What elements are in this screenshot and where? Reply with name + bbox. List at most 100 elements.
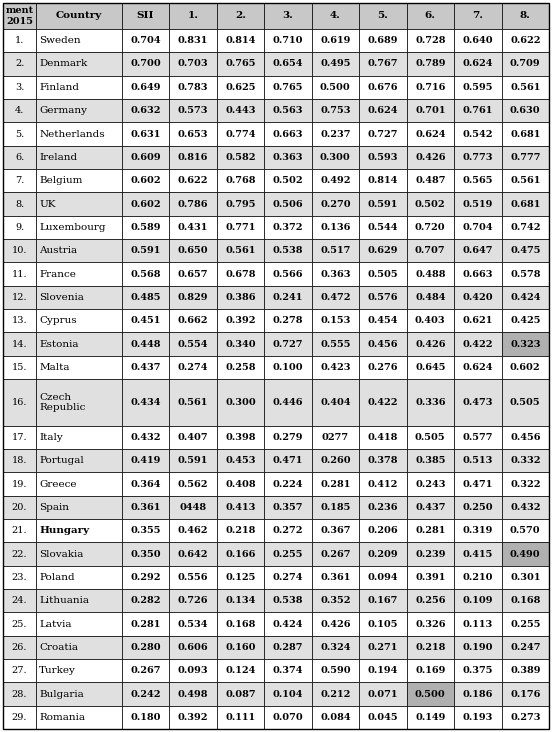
Bar (407, 706, 454, 729)
Bar (264, 3, 312, 29)
Bar (264, 239, 312, 262)
Text: 0.100: 0.100 (273, 363, 303, 372)
Text: 0.568: 0.568 (130, 269, 161, 278)
Text: 0.281: 0.281 (320, 479, 351, 488)
Bar (169, 356, 216, 379)
Text: 0.282: 0.282 (130, 596, 161, 605)
Text: 0.566: 0.566 (273, 269, 303, 278)
Text: 0.765: 0.765 (273, 83, 303, 92)
Text: 0277: 0277 (322, 433, 349, 442)
Text: 0.437: 0.437 (415, 503, 445, 512)
Text: 0.190: 0.190 (463, 643, 493, 651)
Bar (264, 169, 312, 193)
Bar (121, 169, 169, 193)
Text: Lithuania: Lithuania (39, 596, 89, 605)
Text: 0.434: 0.434 (130, 397, 161, 407)
Bar (121, 542, 169, 566)
Text: 0.408: 0.408 (225, 479, 256, 488)
Bar (216, 426, 264, 449)
Bar (359, 706, 407, 729)
Bar (121, 52, 169, 75)
Bar (502, 472, 549, 496)
Text: 0.582: 0.582 (225, 153, 256, 162)
Text: 12.: 12. (12, 293, 28, 302)
Text: 17.: 17. (12, 433, 28, 442)
Bar (216, 332, 264, 356)
Text: 0.237: 0.237 (320, 130, 351, 138)
Bar (359, 635, 407, 659)
Text: 0.124: 0.124 (225, 666, 256, 675)
Text: 0.209: 0.209 (368, 550, 398, 559)
Bar (264, 193, 312, 216)
Bar (359, 332, 407, 356)
Bar (169, 29, 216, 52)
Text: 0.589: 0.589 (130, 223, 161, 232)
Text: 0.774: 0.774 (225, 130, 256, 138)
Text: 0.267: 0.267 (130, 666, 161, 675)
Text: 0.700: 0.700 (130, 59, 161, 69)
Bar (216, 309, 264, 332)
Text: Sweden: Sweden (39, 36, 81, 45)
Text: 0.149: 0.149 (415, 713, 445, 722)
Text: 0.563: 0.563 (273, 106, 303, 115)
Text: 0.437: 0.437 (130, 363, 161, 372)
Bar (36, 75, 121, 99)
Text: 0.786: 0.786 (178, 200, 208, 209)
Text: 0.113: 0.113 (463, 619, 493, 629)
Text: 0.816: 0.816 (178, 153, 208, 162)
Bar (407, 613, 454, 635)
Bar (169, 589, 216, 613)
Bar (121, 216, 169, 239)
Bar (502, 239, 549, 262)
Bar (3, 589, 36, 613)
Bar (169, 659, 216, 682)
Text: 0.657: 0.657 (178, 269, 208, 278)
Bar (502, 635, 549, 659)
Text: 0.595: 0.595 (463, 83, 493, 92)
Text: Belgium: Belgium (39, 176, 83, 185)
Text: SII: SII (137, 12, 154, 20)
Text: 0.645: 0.645 (415, 363, 445, 372)
Bar (121, 356, 169, 379)
Text: 0.462: 0.462 (178, 526, 208, 535)
Bar (502, 122, 549, 146)
Bar (169, 146, 216, 169)
Bar (502, 356, 549, 379)
Text: 9.: 9. (15, 223, 24, 232)
Bar (359, 449, 407, 472)
Text: 6.: 6. (15, 153, 24, 162)
Bar (407, 122, 454, 146)
Text: 0.742: 0.742 (510, 223, 540, 232)
Text: 0.502: 0.502 (415, 200, 445, 209)
Bar (454, 449, 502, 472)
Bar (3, 682, 36, 706)
Bar (312, 75, 359, 99)
Text: 0.446: 0.446 (273, 397, 303, 407)
Bar (502, 566, 549, 589)
Text: 0.630: 0.630 (510, 106, 540, 115)
Text: 0.364: 0.364 (130, 479, 161, 488)
Text: 0.084: 0.084 (320, 713, 351, 722)
Bar (359, 285, 407, 309)
Bar (407, 169, 454, 193)
Text: 0.422: 0.422 (463, 340, 493, 348)
Text: 0.168: 0.168 (225, 619, 256, 629)
Text: 0.640: 0.640 (463, 36, 493, 45)
Bar (3, 285, 36, 309)
Bar (312, 426, 359, 449)
Text: 0.270: 0.270 (320, 200, 351, 209)
Bar (121, 519, 169, 542)
Bar (264, 99, 312, 122)
Text: 0.647: 0.647 (463, 246, 493, 255)
Bar (407, 496, 454, 519)
Bar (312, 589, 359, 613)
Text: 0.193: 0.193 (463, 713, 493, 722)
Text: 21.: 21. (12, 526, 28, 535)
Text: 5.: 5. (15, 130, 24, 138)
Bar (216, 542, 264, 566)
Text: 0.070: 0.070 (273, 713, 303, 722)
Bar (407, 682, 454, 706)
Bar (359, 379, 407, 426)
Text: 0.160: 0.160 (225, 643, 256, 651)
Text: 0.292: 0.292 (130, 573, 161, 582)
